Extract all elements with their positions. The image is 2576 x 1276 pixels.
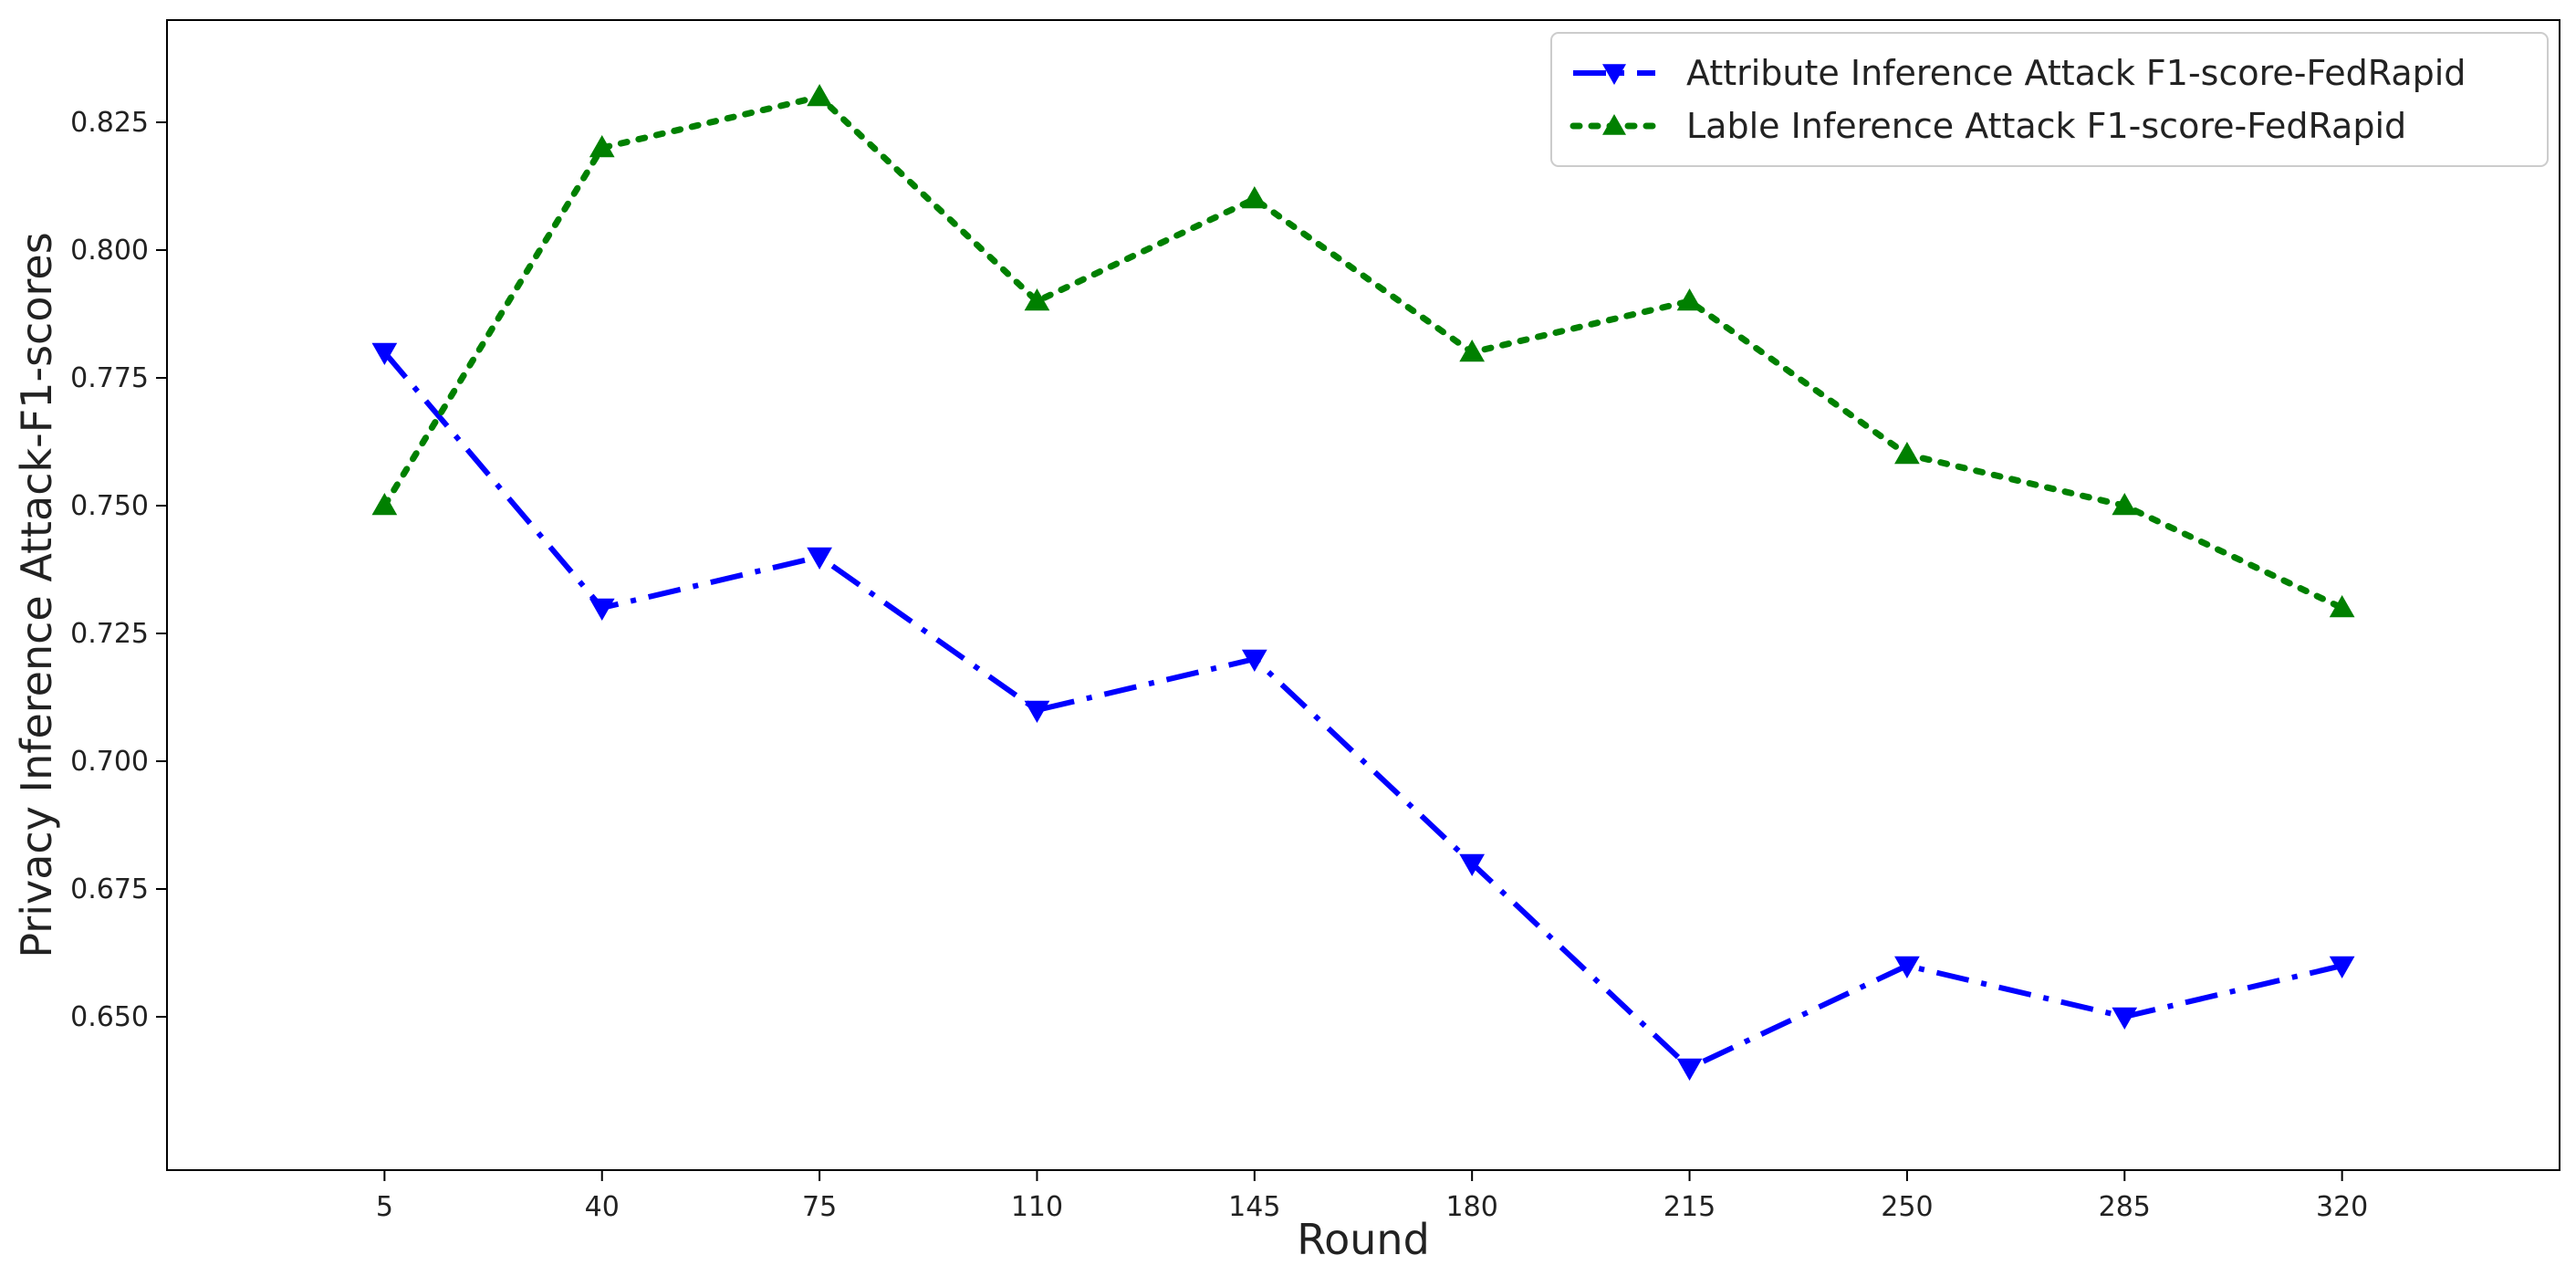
legend-box: [1550, 32, 2549, 167]
data-point-2: [1894, 441, 1920, 465]
x-tick-label: 250: [1881, 1191, 1933, 1223]
y-tick-label: 0.825: [70, 107, 149, 139]
data-point-1: [1459, 853, 1486, 877]
legend-label-1: Attribute Inference Attack F1-score-FedR…: [1686, 53, 2466, 93]
data-point-2: [2329, 594, 2355, 618]
x-tick-label: 145: [1228, 1191, 1280, 1223]
x-tick-label: 5: [376, 1191, 393, 1223]
data-point-2: [2112, 492, 2138, 516]
x-tick-label: 180: [1446, 1191, 1498, 1223]
data-point-2: [807, 83, 832, 107]
y-tick-label: 0.675: [70, 873, 149, 905]
data-point-2: [1024, 288, 1050, 311]
y-axis-title: Privacy Inference Attack-F1-scores: [12, 232, 61, 957]
x-tick-label: 110: [1011, 1191, 1063, 1223]
data-point-1: [807, 547, 832, 570]
x-tick-label: 75: [802, 1191, 837, 1223]
y-tick-label: 0.700: [70, 746, 149, 778]
data-point-2: [371, 492, 398, 516]
data-point-2: [1676, 288, 1703, 311]
y-tick-label: 0.800: [70, 235, 149, 267]
y-tick-label: 0.750: [70, 490, 149, 522]
series-layer: [371, 83, 2355, 1082]
data-point-2: [1241, 185, 1267, 209]
data-point-2: [589, 134, 615, 158]
series-line-1: [382, 350, 2343, 1071]
data-point-1: [589, 598, 615, 622]
legend: Attribute Inference Attack F1-score-FedR…: [1550, 32, 2549, 167]
data-point-1: [371, 342, 398, 366]
legend-marker-1: [1602, 64, 1626, 85]
legend-label-2: Lable Inference Attack F1-score-FedRapid: [1686, 106, 2406, 146]
x-tick-label: 215: [1663, 1191, 1716, 1223]
x-axis-title: Round: [1297, 1215, 1430, 1264]
plot-frame: [166, 19, 2560, 1171]
data-point-1: [1024, 700, 1050, 724]
y-tick-label: 0.650: [70, 1001, 149, 1033]
series-line-2: [381, 93, 2346, 612]
x-axis-ticks: 5 40 75 110 145 180 215 250 285 320: [376, 1170, 2368, 1223]
data-point-1: [1894, 956, 1920, 979]
y-tick-label: 0.775: [70, 362, 149, 394]
data-point-2: [1459, 339, 1486, 362]
data-point-1: [2112, 1007, 2138, 1030]
data-point-1: [1676, 1058, 1703, 1082]
x-tick-label: 320: [2316, 1191, 2368, 1223]
x-tick-label: 40: [585, 1191, 620, 1223]
data-point-1: [2329, 956, 2355, 979]
y-tick-label: 0.725: [70, 618, 149, 650]
data-point-1: [1241, 649, 1267, 673]
legend-marker-2: [1602, 114, 1626, 135]
x-tick-label: 285: [2099, 1191, 2151, 1223]
y-axis-ticks: 0.650 0.675 0.700 0.725 0.750 0.775 0.800 0.825: [70, 107, 167, 1033]
